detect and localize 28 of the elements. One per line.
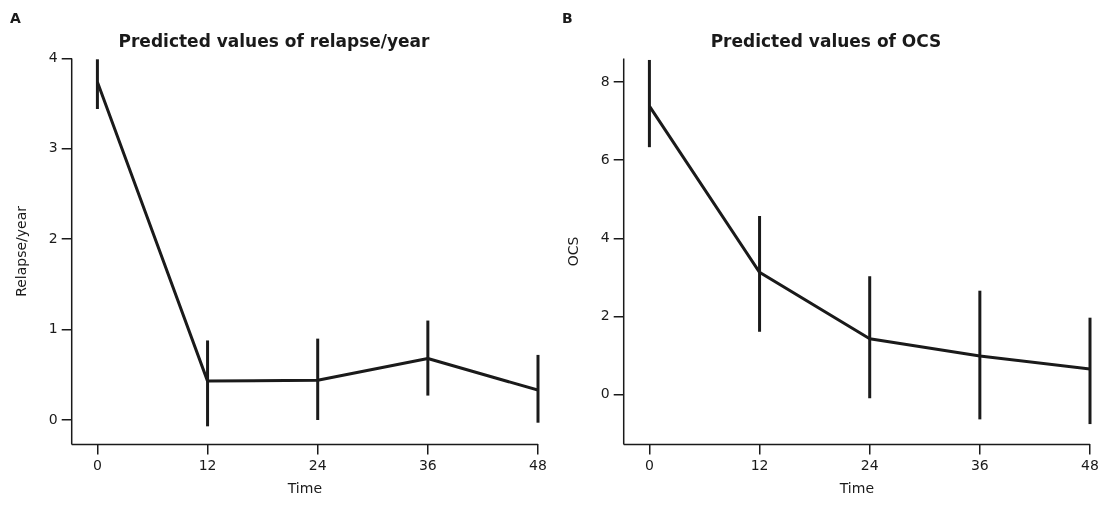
x-tick-label: 0 [92, 457, 102, 474]
y-tick-label: 4 [600, 228, 610, 245]
chart-title: Predicted values of OCS [710, 30, 942, 51]
x-tick-label: 36 [418, 457, 437, 474]
x-axis-title: Time [286, 480, 322, 497]
x-tick-label: 12 [198, 457, 217, 474]
y-tick-label: 6 [600, 150, 610, 167]
chart-title: Predicted values of relapse/year [118, 30, 431, 51]
y-tick-label: 3 [48, 139, 58, 156]
x-tick-label: 12 [750, 457, 769, 474]
text: B [562, 9, 573, 26]
y-axis-title: Relapse/year [13, 205, 30, 297]
x-tick-label: 36 [970, 457, 989, 474]
y-tick-label: 2 [600, 307, 610, 324]
y-tick-label: 0 [48, 410, 58, 427]
x-axis-title: Time [838, 480, 874, 497]
x-tick-label: 24 [860, 457, 879, 474]
x-tick-label: 0 [644, 457, 654, 474]
x-tick-label: 48 [1081, 457, 1099, 474]
y-tick-label: 1 [48, 320, 58, 337]
y-tick-label: 4 [48, 49, 58, 66]
text: A [10, 9, 21, 26]
x-tick-label: 48 [529, 457, 547, 474]
y-tick-label: 0 [600, 385, 610, 402]
y-axis-title: OCS [565, 236, 582, 267]
y-tick-label: 8 [600, 72, 610, 89]
y-tick-label: 2 [48, 229, 58, 246]
x-tick-label: 24 [308, 457, 327, 474]
